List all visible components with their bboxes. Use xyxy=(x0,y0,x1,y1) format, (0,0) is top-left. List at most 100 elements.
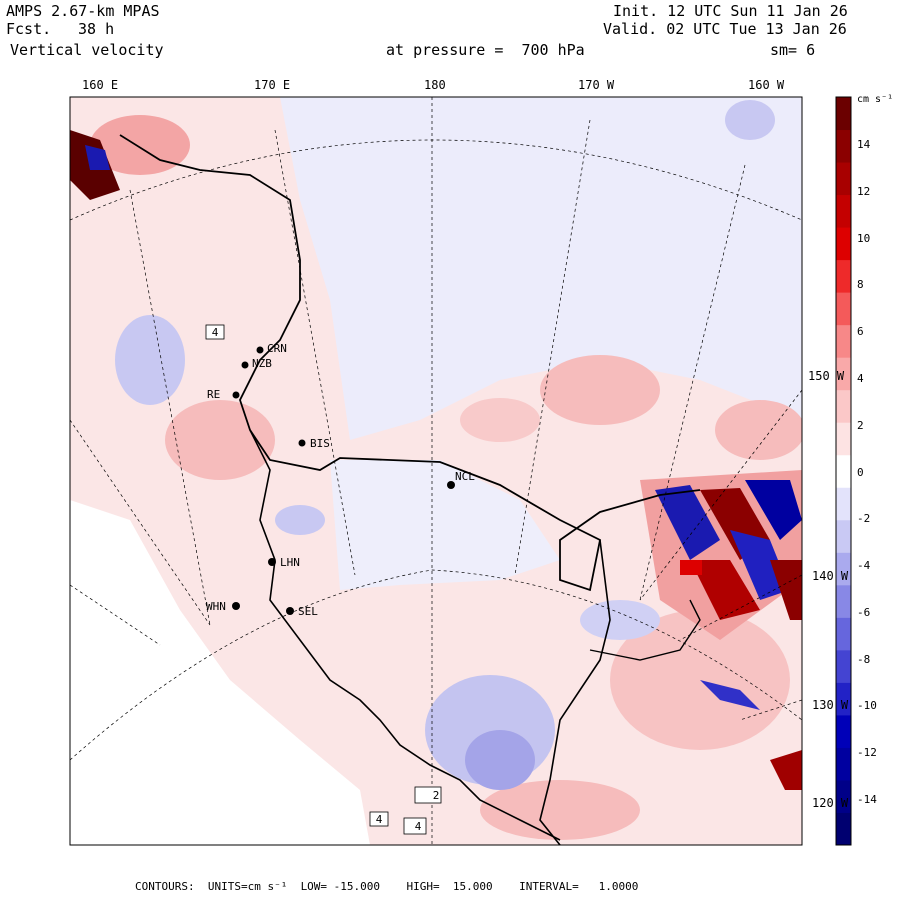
graticule xyxy=(70,97,802,845)
colorbar-swatch xyxy=(836,552,851,586)
model-title: AMPS 2.67-km MPAS xyxy=(6,2,160,20)
colorbar-tick-label: 6 xyxy=(857,325,864,339)
station-label-bis: BIS xyxy=(310,437,330,450)
negative-blob xyxy=(115,315,185,405)
lon-label-170w: 170 W xyxy=(578,78,615,92)
colorbar-tick-label: -10 xyxy=(857,699,877,713)
lon-label-130w: 130 W xyxy=(812,698,849,712)
box-label: 4 xyxy=(212,326,219,339)
map-frame xyxy=(69,96,803,846)
station-marker-crn xyxy=(256,346,264,354)
colorbar-swatch xyxy=(836,682,851,716)
colorbar-swatch xyxy=(836,487,851,521)
colorbar-swatch xyxy=(836,454,851,488)
negative-blob xyxy=(725,100,775,140)
station-marker-lhn xyxy=(268,558,276,566)
colorbar-swatch xyxy=(836,357,851,391)
station-label-lhn: LHN xyxy=(280,556,300,569)
colorbar-units: cm s⁻¹ xyxy=(857,94,894,105)
colorbar-tick-label: 10 xyxy=(857,231,871,245)
station-marker-ncl xyxy=(447,481,455,489)
colorbar-tick-label: 14 xyxy=(857,138,871,151)
no-data-region xyxy=(70,500,370,845)
station-label-whn: WHN xyxy=(206,600,226,613)
colorbar-frame xyxy=(835,96,852,846)
colorbar-tick-label: -8 xyxy=(857,652,871,666)
station-markers xyxy=(232,346,455,615)
coastline xyxy=(119,134,701,592)
lon-label-160e: 160 E xyxy=(82,78,119,92)
field-name: Vertical velocity xyxy=(10,41,164,59)
gravity-wave-train xyxy=(70,130,802,790)
station-label-crn: CRN xyxy=(267,342,287,355)
station-marker-bis xyxy=(298,439,306,447)
colorbar-swatch xyxy=(836,747,851,781)
positive-blob xyxy=(90,115,190,175)
colorbar-swatch xyxy=(836,779,851,813)
positive-blob xyxy=(540,355,660,425)
negative-blob xyxy=(465,730,535,790)
colorbar-tick-label: -2 xyxy=(857,512,871,526)
positive-blob xyxy=(480,780,640,840)
colorbar-swatch xyxy=(836,324,851,358)
colorbar-tick-label: 12 xyxy=(857,184,871,198)
colorbar-tick-label: 2 xyxy=(857,418,864,432)
forecast-label: Fcst. xyxy=(6,20,52,38)
inland-coastline xyxy=(589,599,701,661)
contour-info: CONTOURS: UNITS=cm s⁻¹ LOW= -15.000 HIGH… xyxy=(135,880,639,893)
lon-label-180: 180 xyxy=(424,78,446,92)
forecast-value: 38 h xyxy=(78,20,115,38)
station-marker-sel xyxy=(286,607,294,615)
box-label: 4 xyxy=(376,813,383,826)
colorbar-swatch xyxy=(836,422,851,456)
station-label-ncl: NCL xyxy=(455,470,475,483)
colorbar-swatch xyxy=(836,129,851,163)
colorbar-swatch xyxy=(836,162,851,196)
colorbar-swatch xyxy=(836,97,851,131)
station-marker-nzb xyxy=(241,361,249,369)
ocean-weak-negative xyxy=(280,97,802,440)
colorbar-swatch xyxy=(836,649,851,683)
colorbar-swatch xyxy=(836,389,851,423)
colorbar-swatch xyxy=(836,194,851,228)
station-marker-whn xyxy=(232,602,240,610)
colorbar-swatch xyxy=(836,292,851,326)
colorbar-swatch xyxy=(836,584,851,618)
colorbar-swatch xyxy=(836,519,851,553)
lon-label-150w: 150 W xyxy=(808,369,845,383)
colorbar-tick-label: -6 xyxy=(857,605,871,619)
lon-label-160w: 160 W xyxy=(748,78,785,92)
pressure-level: at pressure = 700 hPa xyxy=(386,41,585,59)
box-label: 2 xyxy=(433,789,440,802)
positive-blob xyxy=(715,400,802,460)
colorbar-swatch xyxy=(836,714,851,748)
contour-box-labels: 4 4 2 4 xyxy=(205,324,442,835)
colorbar-swatch xyxy=(836,812,851,846)
negative-blob xyxy=(580,600,660,640)
positive-blob xyxy=(460,398,540,442)
station-marker-re xyxy=(232,391,240,399)
colorbar-swatch xyxy=(836,227,851,261)
station-label-nzb: NZB xyxy=(252,357,272,370)
colorbar-swatch xyxy=(836,259,851,293)
colorbar-tick-label: 4 xyxy=(857,371,864,385)
colorbar xyxy=(835,96,852,846)
lon-label-140w: 140 W xyxy=(812,569,849,583)
colorbar-tick-label: 0 xyxy=(857,465,864,479)
lon-label-120w: 120 W xyxy=(812,796,849,810)
smoothing-value: sm= 6 xyxy=(770,41,816,59)
station-label-sel: SEL xyxy=(298,605,318,618)
colorbar-swatch xyxy=(836,617,851,651)
init-time: Init. 12 UTC Sun 11 Jan 26 xyxy=(613,2,848,20)
colorbar-tick-label: -14 xyxy=(857,793,877,806)
east-coastline xyxy=(539,539,611,845)
positive-blob xyxy=(165,400,275,480)
negative-blob xyxy=(275,505,325,535)
mountain-coastline xyxy=(249,429,561,841)
box-label: 4 xyxy=(415,820,422,833)
valid-time: Valid. 02 UTC Tue 13 Jan 26 xyxy=(603,20,847,38)
station-label-re: RE xyxy=(207,388,221,401)
lon-label-170e: 170 E xyxy=(254,78,291,92)
colorbar-tick-label: -12 xyxy=(857,746,877,760)
